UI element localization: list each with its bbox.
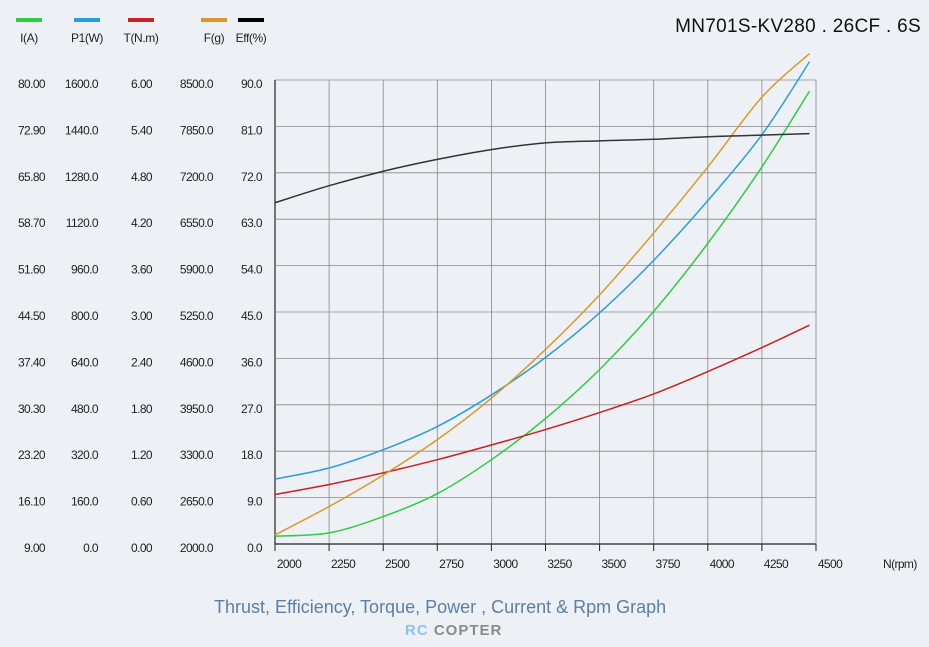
y-tick-label-0: 44.50: [18, 309, 46, 323]
y-tick-label-1: 160.0: [71, 495, 99, 509]
y-tick-label-0: 65.80: [18, 170, 46, 184]
y-tick-label-0: 72.90: [18, 123, 46, 137]
y-tick-label-4: 54.0: [241, 263, 263, 277]
legend-label: Eff(%): [236, 31, 267, 45]
y-tick-label-3: 6550.0: [180, 216, 214, 230]
y-tick-label-4: 72.0: [241, 170, 263, 184]
y-tick-label-3: 8500.0: [180, 77, 214, 91]
x-tick-label: 3250: [547, 557, 572, 571]
watermark-logo: RC COPTER: [405, 622, 502, 639]
y-tick-label-4: 36.0: [241, 355, 263, 369]
y-tick-label-0: 30.30: [18, 402, 46, 416]
y-tick-label-3: 4600.0: [180, 355, 214, 369]
x-tick-label: 2750: [439, 557, 464, 571]
series-line-p1w: [274, 61, 811, 480]
y-tick-label-1: 0.0: [83, 541, 99, 555]
y-tick-label-0: 80.00: [18, 77, 46, 91]
y-tick-label-3: 7200.0: [180, 170, 214, 184]
y-tick-label-1: 640.0: [71, 355, 99, 369]
y-tick-label-0: 37.40: [18, 355, 46, 369]
legend-swatch-0: [16, 18, 42, 22]
chart-caption: Thrust, Efficiency, Torque, Power , Curr…: [214, 597, 667, 617]
legend-swatch-2: [128, 18, 154, 22]
y-tick-label-2: 2.40: [131, 355, 153, 369]
series-line-tnm: [274, 324, 810, 496]
y-tick-label-3: 7850.0: [180, 123, 214, 137]
legend-label: P1(W): [71, 31, 103, 45]
series-line-ia: [274, 90, 811, 537]
x-tick-label: 3500: [601, 557, 626, 571]
x-tick-label: 2500: [385, 557, 410, 571]
y-tick-label-4: 90.0: [241, 77, 263, 91]
y-tick-label-4: 63.0: [241, 216, 263, 230]
legend-swatch-1: [74, 18, 100, 22]
y-tick-label-3: 3950.0: [180, 402, 214, 416]
x-tick-label: 4250: [764, 557, 789, 571]
legend-swatch-4: [238, 18, 264, 22]
y-tick-label-3: 5250.0: [180, 309, 214, 323]
y-tick-label-4: 0.0: [247, 541, 263, 555]
x-tick-label: 2000: [277, 557, 302, 571]
x-tick-label: 3000: [493, 557, 518, 571]
y-tick-label-3: 5900.0: [180, 263, 214, 277]
y-tick-label-2: 1.20: [131, 448, 153, 462]
y-tick-label-3: 2650.0: [180, 495, 214, 509]
y-tick-label-4: 27.0: [241, 402, 263, 416]
y-tick-label-1: 960.0: [71, 263, 99, 277]
legend-label: T(N.m): [124, 31, 159, 45]
y-tick-label-1: 1280.0: [65, 170, 99, 184]
y-tick-label-2: 5.40: [131, 123, 153, 137]
y-tick-label-4: 18.0: [241, 448, 263, 462]
y-tick-label-1: 1120.0: [66, 216, 99, 230]
y-tick-label-4: 9.0: [247, 495, 263, 509]
legend-label: I(A): [20, 31, 38, 45]
watermark-rc: RC: [405, 622, 429, 639]
y-tick-label-1: 800.0: [71, 309, 99, 323]
legend-label: F(g): [204, 31, 225, 45]
x-tick-label: 2250: [331, 557, 356, 571]
legend-swatch-3: [201, 18, 227, 22]
y-tick-label-0: 16.10: [18, 495, 46, 509]
x-tick-label: 4000: [710, 557, 735, 571]
y-tick-label-0: 23.20: [18, 448, 46, 462]
x-tick-label: 4500: [818, 557, 843, 571]
y-tick-label-4: 45.0: [241, 309, 263, 323]
y-tick-label-2: 4.80: [131, 170, 153, 184]
y-tick-label-2: 0.00: [131, 541, 153, 555]
y-tick-label-0: 58.70: [18, 216, 46, 230]
y-tick-label-1: 320.0: [71, 448, 99, 462]
y-tick-label-2: 3.00: [131, 309, 153, 323]
x-tick-label: 3750: [656, 557, 681, 571]
y-tick-label-1: 1600.0: [65, 77, 99, 91]
y-tick-label-2: 6.00: [131, 77, 153, 91]
series-line-fg: [274, 53, 811, 536]
y-tick-label-4: 81.0: [241, 123, 263, 137]
y-tick-label-1: 1440.0: [65, 123, 99, 137]
y-tick-label-2: 1.80: [131, 402, 153, 416]
y-tick-label-3: 2000.0: [180, 541, 214, 555]
y-tick-label-2: 3.60: [131, 263, 153, 277]
chart-title: MN701S-KV280 . 26CF . 6S: [675, 16, 921, 37]
y-tick-label-0: 9.00: [24, 541, 46, 555]
y-tick-label-1: 480.0: [71, 402, 99, 416]
y-tick-label-2: 4.20: [131, 216, 153, 230]
x-axis-label: N(rpm): [883, 557, 917, 571]
y-tick-label-0: 51.60: [18, 263, 46, 277]
series-line-eff: [274, 132, 810, 204]
y-tick-label-2: 0.60: [131, 495, 153, 509]
y-tick-label-3: 3300.0: [180, 448, 214, 462]
watermark-copter: COPTER: [433, 622, 503, 639]
